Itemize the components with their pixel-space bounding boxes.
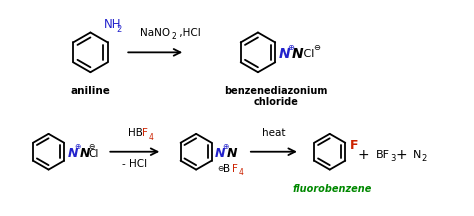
Text: 2: 2 [421, 154, 427, 163]
Text: 4: 4 [239, 168, 244, 177]
Text: NH: NH [103, 18, 121, 31]
Text: +: + [396, 148, 407, 162]
Text: BF: BF [375, 150, 390, 160]
Text: fluorobenzene: fluorobenzene [292, 184, 372, 194]
Text: F: F [232, 164, 238, 174]
Text: 3: 3 [391, 154, 396, 163]
Text: N: N [279, 47, 291, 61]
Text: chloride: chloride [254, 97, 298, 107]
Text: Cl: Cl [89, 149, 99, 159]
Text: N: N [412, 150, 421, 160]
Text: N: N [215, 147, 226, 160]
Text: +: + [358, 148, 369, 162]
Text: Cl: Cl [300, 49, 314, 59]
Text: 2: 2 [116, 25, 122, 34]
Text: 4: 4 [148, 133, 153, 142]
Text: ,HCl: ,HCl [176, 29, 201, 38]
Text: N: N [80, 147, 90, 160]
Text: ⊖: ⊖ [217, 164, 223, 173]
Text: N: N [67, 147, 78, 160]
Text: - HCl: - HCl [122, 159, 147, 169]
Text: ⊖: ⊖ [313, 43, 320, 52]
Text: NaNO: NaNO [140, 29, 170, 38]
Text: ⊕: ⊕ [287, 43, 294, 52]
Text: B: B [223, 164, 230, 174]
Text: N: N [227, 147, 237, 160]
Text: heat: heat [262, 128, 286, 138]
Text: aniline: aniline [71, 86, 110, 96]
Text: benzenediazonium: benzenediazonium [224, 86, 328, 96]
Text: ⊕: ⊕ [74, 142, 81, 151]
Text: HB: HB [128, 128, 143, 138]
Text: F: F [142, 128, 148, 138]
Text: 2: 2 [171, 32, 176, 41]
Text: ⊖: ⊖ [89, 142, 95, 151]
Text: N: N [292, 47, 303, 61]
Text: F: F [350, 139, 358, 152]
Text: ⊕: ⊕ [222, 142, 228, 151]
